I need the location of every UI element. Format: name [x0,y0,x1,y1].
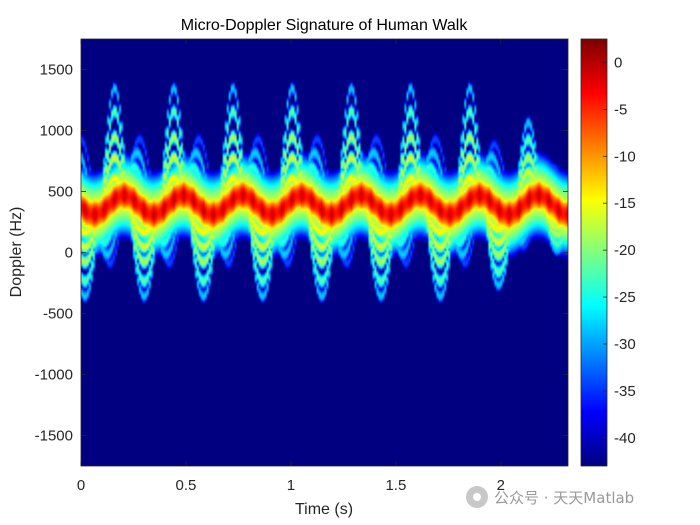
x-tick-label: 0 [77,477,85,494]
colorbar-tick-label: -10 [614,148,636,165]
x-tick-label: 1 [287,477,295,494]
colorbar-ticks: 0 -5 -10 -15 -20 -25 -30 -35 -40 [603,54,636,447]
y-axis-label: Doppler (Hz) [8,207,25,298]
y-tick-label: 0 [65,245,73,262]
x-tick-label: 0.5 [176,477,197,494]
x-tick-label: 2 [497,477,505,494]
y-ticks: 1500 1000 500 0 -500 -1000 -1500 [35,62,568,445]
colorbar-tick-label: -25 [614,289,636,306]
colorbar-tick-label: -40 [614,430,636,447]
colorbar-tick-label: -20 [614,242,636,259]
colorbar-frame [580,38,608,467]
spectrogram-axes: 0 0.5 1 1.5 2 1500 1000 500 0 -500 -1000 -1500 [35,38,569,494]
colorbar-tick-label: -35 [614,383,636,400]
colorbar: 0 -5 -10 -15 -20 -25 -30 -35 -40 [580,38,636,467]
x-ticks: 0 0.5 1 1.5 2 [77,39,505,494]
colorbar-tick-label: -15 [614,195,636,212]
colorbar-gradient [581,39,607,466]
y-tick-label: -1500 [35,428,73,445]
y-tick-label: 500 [48,184,73,201]
watermark-text: 公众号 · 天天Matlab [494,488,635,507]
y-tick-label: 1500 [40,62,73,79]
x-axis-label: Time (s) [295,501,353,518]
colorbar-tick-label: -5 [614,101,627,118]
y-tick-label: -1000 [35,367,73,384]
y-tick-label: -500 [43,306,73,323]
colorbar-tick-label: 0 [614,54,622,71]
y-tick-label: 1000 [40,123,73,140]
wechat-logo-icon [466,486,488,508]
watermark: 公众号 · 天天Matlab [466,484,634,510]
spectrogram-image [81,39,568,466]
chart-title: Micro-Doppler Signature of Human Walk [181,17,469,34]
colorbar-tick-label: -30 [614,336,636,353]
x-tick-label: 1.5 [385,477,406,494]
